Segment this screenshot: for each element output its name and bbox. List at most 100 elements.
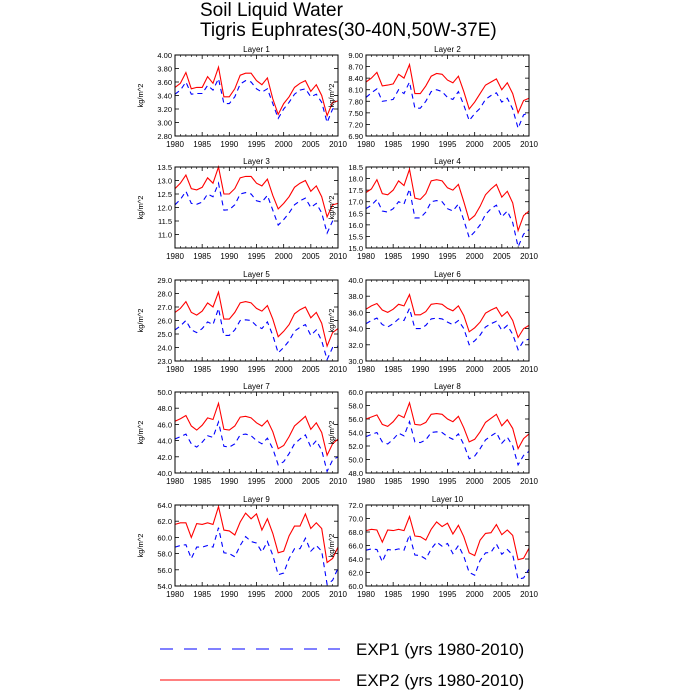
- y-axis-label: kg/m^2: [327, 196, 336, 220]
- legend: EXP1 (yrs 1980-2010) EXP2 (yrs 1980-2010): [160, 640, 524, 690]
- x-tick-label: 1980: [166, 365, 184, 374]
- x-tick-label: 1990: [220, 590, 238, 599]
- y-tick-label: 16.0: [348, 221, 363, 230]
- y-tick-label: 6.90: [348, 132, 363, 141]
- y-tick-label: 50.0: [348, 456, 363, 465]
- y-tick-label: 11.5: [158, 217, 172, 226]
- x-tick-label: 1980: [357, 140, 375, 149]
- plot-frame: [365, 54, 530, 137]
- y-tick-label: 62.0: [157, 517, 172, 526]
- x-tick-label: 1990: [411, 252, 429, 261]
- y-tick-label: 11.0: [158, 231, 172, 240]
- x-tick-label: 2000: [275, 252, 293, 261]
- x-tick-label: 2000: [275, 365, 293, 374]
- series-exp2-line: [365, 400, 530, 451]
- y-tick-label: 17.5: [348, 186, 363, 195]
- x-tick-label: 1990: [411, 477, 429, 486]
- panel-layer-6: Layer 6 kg/m^2 1980 1985 1990 1995 2000 2005 201…: [327, 270, 538, 374]
- y-axis-label: kg/m^2: [327, 309, 336, 333]
- x-tick-label: 2010: [520, 477, 538, 486]
- x-tick-label: 2005: [493, 365, 511, 374]
- y-axis-label: kg/m^2: [327, 534, 336, 558]
- y-tick-label: 29.0: [157, 276, 172, 285]
- y-tick-label: 28.0: [157, 290, 172, 299]
- y-tick-label: 60.0: [348, 388, 363, 397]
- y-tick-label: 3.80: [157, 65, 172, 74]
- y-axis-label: kg/m^2: [136, 196, 145, 220]
- series-exp2-line: [365, 514, 530, 561]
- series-exp2-line: [365, 167, 530, 233]
- y-tick-label: 26.0: [157, 317, 172, 326]
- x-tick-label: 1990: [411, 365, 429, 374]
- legend-exp2-label: EXP2 (yrs 1980-2010): [356, 671, 524, 690]
- panel-title: Layer 5: [243, 270, 270, 279]
- x-tick-label: 1980: [357, 590, 375, 599]
- series-exp2-line: [174, 504, 339, 564]
- y-tick-label: 7.20: [348, 120, 363, 129]
- y-tick-label: 52.0: [348, 442, 363, 451]
- x-tick-label: 2005: [493, 140, 511, 149]
- x-tick-label: 1985: [193, 590, 211, 599]
- y-tick-label: 2.80: [157, 132, 172, 141]
- series-exp1-line: [365, 80, 530, 130]
- x-tick-label: 2005: [302, 140, 320, 149]
- series-exp1-line: [365, 306, 530, 351]
- y-tick-label: 42.0: [157, 453, 172, 462]
- y-tick-label: 44.0: [157, 437, 172, 446]
- series-exp2-line: [365, 62, 530, 115]
- y-tick-label: 60.0: [157, 533, 172, 542]
- x-tick-label: 2005: [302, 590, 320, 599]
- plot-frame: [365, 504, 530, 587]
- y-axis-label: kg/m^2: [327, 421, 336, 445]
- y-tick-label: 3.00: [157, 119, 172, 128]
- y-tick-label: 58.0: [348, 402, 363, 411]
- x-tick-label: 1990: [220, 140, 238, 149]
- y-tick-label: 54.0: [157, 582, 172, 591]
- x-tick-label: 2010: [329, 477, 347, 486]
- x-tick-label: 2005: [302, 252, 320, 261]
- x-tick-label: 1990: [411, 590, 429, 599]
- x-tick-label: 1990: [220, 365, 238, 374]
- panel-layer-3: Layer 3 kg/m^2 1980 1985 1990 1995 2000 2005 201…: [136, 157, 347, 261]
- y-tick-label: 27.0: [157, 303, 172, 312]
- panel-title: Layer 1: [243, 45, 270, 54]
- series-exp2-line: [174, 290, 339, 348]
- y-tick-label: 36.0: [348, 308, 363, 317]
- x-tick-label: 1980: [166, 477, 184, 486]
- y-tick-label: 46.0: [157, 420, 172, 429]
- chart-subtitle: Tigris Euphrates(30-40N,50W-37E): [200, 20, 497, 41]
- x-tick-label: 1980: [166, 252, 184, 261]
- x-tick-label: 2000: [466, 365, 484, 374]
- series-exp1-line: [174, 181, 338, 235]
- x-tick-label: 1995: [248, 365, 266, 374]
- x-tick-label: 1995: [439, 477, 457, 486]
- x-tick-label: 1990: [220, 252, 238, 261]
- y-tick-label: 23.0: [157, 357, 172, 366]
- panel-title: Layer 8: [434, 382, 461, 391]
- x-tick-label: 2005: [493, 477, 511, 486]
- series-exp2-line: [174, 401, 339, 457]
- y-tick-label: 68.0: [348, 528, 363, 537]
- y-tick-label: 15.0: [348, 244, 363, 253]
- x-tick-label: 1995: [248, 590, 266, 599]
- y-tick-label: 64.0: [157, 501, 172, 510]
- x-tick-label: 2010: [520, 140, 538, 149]
- y-tick-label: 64.0: [348, 555, 363, 564]
- x-tick-label: 1980: [166, 140, 184, 149]
- y-tick-label: 17.0: [348, 198, 363, 207]
- y-tick-label: 4.00: [157, 51, 172, 60]
- x-tick-label: 1985: [384, 140, 402, 149]
- plot-frame: [365, 279, 530, 362]
- plot-frame: [365, 391, 530, 474]
- y-tick-label: 72.0: [348, 501, 363, 510]
- panel-title: Layer 10: [432, 495, 464, 504]
- x-tick-label: 1980: [357, 477, 375, 486]
- panel-layer-4: Layer 4 kg/m^2 1980 1985 1990 1995 2000 2005 201…: [327, 157, 538, 261]
- series-exp1-line: [174, 420, 339, 473]
- y-tick-label: 13.5: [157, 163, 172, 172]
- y-tick-label: 48.0: [348, 469, 363, 478]
- y-tick-label: 38.0: [348, 292, 363, 301]
- y-tick-label: 15.5: [348, 232, 363, 241]
- panel-layer-9: Layer 9 kg/m^2 1980 1985 1990 1995 2000 2005 201…: [136, 495, 347, 599]
- x-tick-label: 1980: [357, 252, 375, 261]
